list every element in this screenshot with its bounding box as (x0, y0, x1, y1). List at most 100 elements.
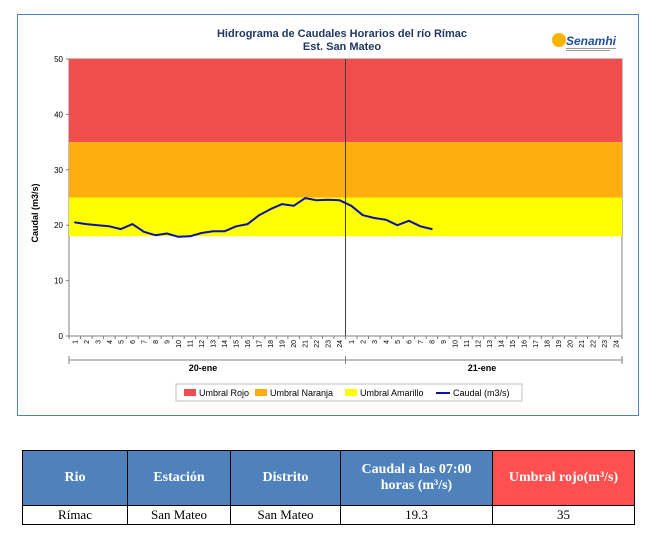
x-tick-label: 12 (199, 340, 206, 348)
x-tick-label: 15 (234, 340, 241, 348)
data-point (131, 223, 134, 225)
x-tick-label: 3 (95, 340, 102, 344)
data-point (385, 218, 387, 221)
senamhi-logo: Senamhi (552, 33, 617, 51)
x-tick-label: 10 (176, 340, 183, 348)
x-tick-label: 7 (418, 340, 425, 344)
x-tick-label: 4 (383, 340, 390, 344)
data-point (143, 231, 145, 233)
x-tick-label: 23 (326, 340, 333, 348)
data-point (350, 205, 353, 207)
x-tick-label: 24 (614, 340, 621, 348)
x-tick-label: 11 (187, 340, 194, 347)
table-row: Rímac San Mateo San Mateo 19.3 35 (22, 505, 635, 525)
legend-label-naranja: Umbral Naranja (270, 388, 333, 398)
legend-swatch-naranja (255, 389, 267, 396)
x-tick-label: 16 (245, 340, 252, 348)
x-tick-label: 2 (360, 340, 367, 344)
x-tick-label: 11 (464, 340, 471, 347)
x-tick-label: 6 (406, 340, 413, 344)
legend: Umbral Rojo Umbral Naranja Umbral Amaril… (175, 383, 523, 402)
cell-rio: Rímac (22, 505, 128, 525)
chart-subtitle: Est. San Mateo (303, 41, 382, 53)
x-tick-label: 21 (303, 340, 310, 348)
data-point (223, 230, 226, 233)
data-point (246, 223, 249, 225)
x-tick-label: 13 (211, 340, 218, 348)
header-caudal: Caudal a las 07:00 horas (m³/s) (340, 450, 493, 506)
logo-text: Senamhi (566, 34, 617, 48)
x-tick-label: 18 (545, 340, 552, 348)
data-point (361, 214, 364, 217)
data-point (85, 223, 88, 225)
data-point (212, 230, 214, 233)
x-tick-label: 1 (349, 340, 356, 344)
hydrograph-chart: Hidrograma de Caudales Horarios del río … (30, 28, 623, 402)
data-point (189, 235, 191, 238)
x-tick-label: 3 (372, 340, 379, 344)
header-estacion: Estación (127, 450, 231, 506)
data-point (327, 198, 330, 201)
data-point (166, 232, 168, 235)
y-tick-label: 30 (54, 166, 63, 175)
x-tick-label: 20 (568, 340, 575, 348)
data-point (338, 199, 341, 202)
x-tick-label: 1 (72, 340, 79, 344)
y-tick-label: 10 (54, 277, 63, 286)
y-tick-label: 50 (54, 55, 63, 64)
x-tick-label: 19 (280, 340, 287, 348)
legend-swatch-rojo (184, 389, 196, 396)
x-tick-label: 22 (314, 340, 321, 348)
summary-table: Rio Estación Distrito Caudal a las 07:00… (22, 450, 635, 525)
x-tick-label: 12 (475, 340, 482, 348)
x-tick-label: 7 (141, 340, 148, 344)
data-point (235, 225, 237, 228)
chart-frame: Hidrograma de Caudales Horarios del río … (17, 14, 639, 416)
data-point (315, 199, 318, 202)
x-tick-label: 19 (556, 340, 563, 348)
x-tick-label: 13 (487, 340, 494, 348)
data-point (108, 225, 111, 228)
data-point (120, 228, 122, 230)
data-point (73, 221, 76, 224)
table-header-row: Rio Estación Distrito Caudal a las 07:00… (22, 450, 635, 506)
x-tick-label: 14 (222, 340, 229, 348)
day-label-20-ene: 20-ene (189, 363, 218, 373)
x-tick-label: 18 (268, 340, 275, 348)
y-tick-label: 0 (59, 332, 64, 341)
x-tick-label: 6 (130, 340, 137, 344)
series-line-caudal (74, 197, 433, 238)
x-tick-label: 8 (429, 340, 436, 344)
x-tick-label: 9 (164, 340, 171, 344)
data-point (419, 225, 422, 228)
day-label-21-ene: 21-ene (468, 363, 497, 373)
data-point (154, 234, 157, 236)
x-tick-label: 22 (591, 340, 598, 348)
data-point (269, 208, 272, 210)
cell-distrito: San Mateo (230, 505, 341, 525)
x-tick-label: 5 (118, 340, 125, 344)
cell-estacion: San Mateo (127, 505, 231, 525)
data-point (177, 236, 180, 238)
x-tick-label: 23 (602, 340, 609, 348)
x-tick-label: 15 (510, 340, 517, 348)
data-point (97, 224, 99, 226)
x-tick-label: 4 (107, 340, 114, 344)
data-point (408, 219, 410, 222)
header-distrito: Distrito (230, 450, 341, 506)
x-tick-label: 8 (153, 340, 160, 344)
y-tick-label: 20 (54, 221, 63, 230)
legend-swatch-amarillo (345, 389, 357, 396)
chart-title: Hidrograma de Caudales Horarios del río … (217, 28, 467, 40)
x-tick-label: 10 (452, 340, 459, 348)
data-point (258, 214, 260, 217)
x-tick-label: 2 (84, 340, 91, 344)
data-point (396, 224, 399, 226)
cell-caudal: 19.3 (340, 505, 493, 525)
x-tick-label: 14 (499, 340, 506, 348)
x-tick-label: 5 (395, 340, 402, 344)
header-rio: Rio (22, 450, 128, 506)
x-tick-label: 17 (533, 340, 540, 348)
y-axis-label: Caudal (m3/s) (30, 183, 40, 242)
cell-umbral: 35 (492, 505, 635, 525)
